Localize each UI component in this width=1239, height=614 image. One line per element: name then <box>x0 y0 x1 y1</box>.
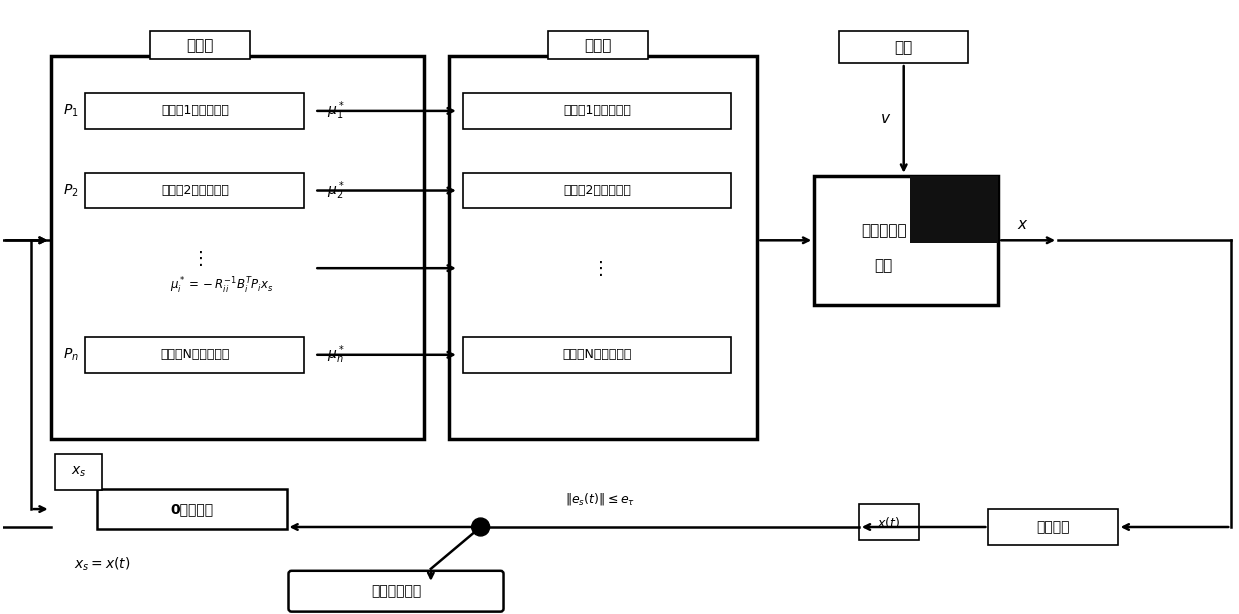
Text: 微卫星2的执行机构: 微卫星2的执行机构 <box>564 184 631 197</box>
Bar <box>462 173 731 208</box>
Text: 组合体姿态: 组合体姿态 <box>861 223 907 238</box>
Bar <box>549 31 648 59</box>
Bar <box>55 454 103 490</box>
Bar <box>85 337 305 373</box>
Text: $P_1$: $P_1$ <box>63 103 78 119</box>
Text: 事件触发条件: 事件触发条件 <box>370 584 421 598</box>
Bar <box>51 56 424 440</box>
Bar <box>462 93 731 129</box>
Text: 状态测量: 状态测量 <box>1036 520 1069 534</box>
Text: 微卫星1的执行机构: 微卫星1的执行机构 <box>564 104 631 117</box>
FancyBboxPatch shape <box>289 571 503 612</box>
Text: 控制器: 控制器 <box>186 37 213 53</box>
Text: $\mu_2^*$: $\mu_2^*$ <box>327 179 346 202</box>
Text: 微卫星N的执行机构: 微卫星N的执行机构 <box>563 348 632 361</box>
Text: $x_s$: $x_s$ <box>71 465 87 480</box>
Text: $P_2$: $P_2$ <box>63 182 78 199</box>
Text: $P_n$: $P_n$ <box>62 346 78 363</box>
Bar <box>814 176 999 305</box>
Circle shape <box>472 518 489 536</box>
Bar <box>85 173 305 208</box>
Text: $\mu_i^* = -R_{ii}^{-1}B_i^TP_ix_s$: $\mu_i^* = -R_{ii}^{-1}B_i^TP_ix_s$ <box>170 276 274 296</box>
Bar <box>98 489 286 529</box>
Bar <box>909 176 999 243</box>
Text: 0阶保持器: 0阶保持器 <box>171 502 213 516</box>
Text: $x_s = x(t)$: $x_s = x(t)$ <box>74 555 130 572</box>
Bar <box>462 337 731 373</box>
Bar <box>989 509 1118 545</box>
Text: $\vdots$: $\vdots$ <box>191 249 203 268</box>
Text: $\mu_n^*$: $\mu_n^*$ <box>327 343 346 366</box>
Bar <box>839 31 969 63</box>
Text: $x(t)$: $x(t)$ <box>877 515 901 529</box>
Bar <box>859 504 918 540</box>
Text: 微卫星2的控制策略: 微卫星2的控制策略 <box>161 184 229 197</box>
Text: $\mu_1^*$: $\mu_1^*$ <box>327 99 346 122</box>
Text: 微卫星1的控制策略: 微卫星1的控制策略 <box>161 104 229 117</box>
Bar <box>449 56 757 440</box>
Text: $v$: $v$ <box>880 111 891 126</box>
Text: 微卫星N的控制策略: 微卫星N的控制策略 <box>160 348 229 361</box>
Text: 模型: 模型 <box>875 258 893 273</box>
Text: $\|e_s(t)\| \leq e_\tau$: $\|e_s(t)\| \leq e_\tau$ <box>565 491 636 507</box>
Bar <box>150 31 250 59</box>
Bar <box>85 93 305 129</box>
Text: 控制器: 控制器 <box>585 37 612 53</box>
Text: $\vdots$: $\vdots$ <box>591 258 603 278</box>
Text: 干扰: 干扰 <box>895 40 913 55</box>
Text: $x$: $x$ <box>1017 217 1028 232</box>
